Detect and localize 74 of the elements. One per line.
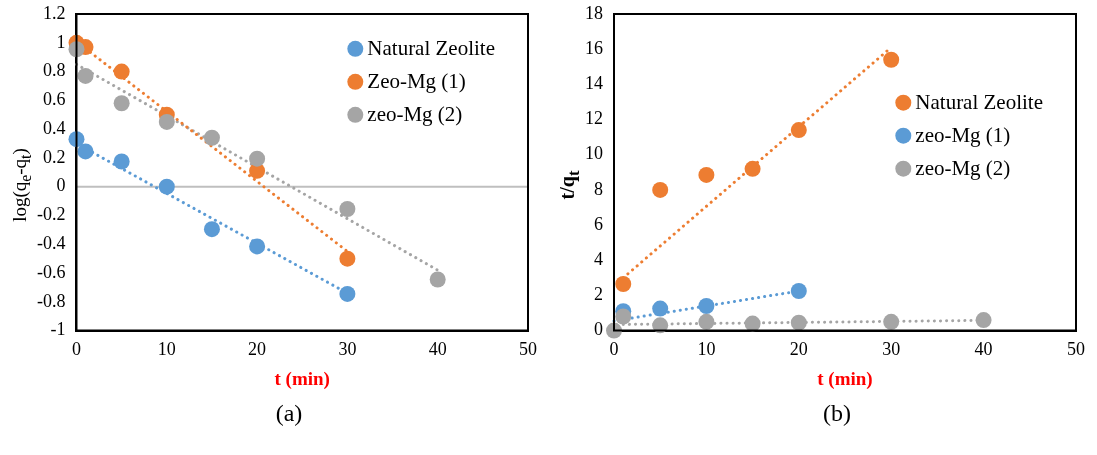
x-tick-label: 10 <box>697 339 716 360</box>
y-tick-label: 6 <box>594 213 603 234</box>
point <box>744 160 761 177</box>
y-tick-label: -0.8 <box>36 290 66 311</box>
y-tick-label: 14 <box>585 73 603 94</box>
y-tick-label: 2 <box>594 284 603 305</box>
x-axis-title: t (min) <box>817 367 873 390</box>
point <box>158 113 175 130</box>
point <box>113 153 130 170</box>
y-tick-label: 0.2 <box>42 146 66 167</box>
point <box>77 67 94 84</box>
point <box>113 95 130 112</box>
point <box>652 181 669 198</box>
point <box>429 271 446 288</box>
y-tick-label: 0.8 <box>42 60 66 81</box>
y-tick-label: 12 <box>585 108 603 129</box>
y-tick-label: 1 <box>56 31 66 52</box>
point <box>339 285 356 302</box>
point <box>790 122 807 139</box>
point <box>790 283 807 300</box>
x-tick-label: 20 <box>789 339 808 360</box>
point <box>158 178 175 195</box>
x-tick-label: 50 <box>1067 339 1085 360</box>
point <box>249 238 266 255</box>
legend-label: Natural Zeolite <box>367 36 496 61</box>
point <box>249 150 266 167</box>
point <box>203 129 220 146</box>
y-tick-label: -0.6 <box>36 261 66 282</box>
point <box>615 275 632 292</box>
x-tick-label: 10 <box>157 339 176 360</box>
x-tick-label: 50 <box>519 339 537 360</box>
x-tick-label: 20 <box>248 339 267 360</box>
legend-label: zeo-Mg (1) <box>915 123 1011 148</box>
y-tick-label: 0 <box>56 175 66 196</box>
y-tick-label: 18 <box>585 2 603 23</box>
point <box>975 312 992 329</box>
x-tick-label: 0 <box>609 339 619 360</box>
legend-label: zeo-Mg (2) <box>367 102 463 127</box>
y-tick-label: -1 <box>50 319 66 340</box>
y-tick-label: -0.4 <box>36 232 66 253</box>
y-tick-label: 1.2 <box>42 2 66 23</box>
legend-label: Natural Zeolite <box>915 90 1044 115</box>
y-tick-label: 4 <box>594 248 603 269</box>
point <box>203 221 220 238</box>
point <box>883 51 900 68</box>
y-tick-label: 0 <box>594 319 603 340</box>
point <box>698 166 715 183</box>
y-tick-label: -0.2 <box>36 204 66 225</box>
y-tick-label: 8 <box>594 178 603 199</box>
y-tick-label: 10 <box>585 143 603 164</box>
point <box>652 300 669 317</box>
x-tick-label: 30 <box>882 339 901 360</box>
text: (b) <box>822 400 852 427</box>
point <box>77 143 94 160</box>
point <box>615 308 632 325</box>
x-tick-label: 0 <box>71 339 81 360</box>
point <box>790 314 807 331</box>
x-tick-label: 40 <box>428 339 447 360</box>
point <box>339 201 356 217</box>
point <box>698 313 715 330</box>
legend-label: zeo-Mg (2) <box>915 156 1011 181</box>
x-axis-title: t (min) <box>274 367 330 390</box>
y-tick-label: 16 <box>585 37 603 58</box>
text: (a) <box>274 400 304 427</box>
point <box>339 250 356 267</box>
point <box>744 315 761 332</box>
point <box>113 63 130 80</box>
point <box>698 297 715 314</box>
y-tick-label: 0.4 <box>42 117 66 138</box>
legend-label: Zeo-Mg (1) <box>367 69 466 94</box>
x-tick-label: 30 <box>338 339 357 360</box>
x-tick-label: 40 <box>974 339 993 360</box>
y-tick-label: 0.6 <box>42 89 66 110</box>
point <box>883 313 900 330</box>
